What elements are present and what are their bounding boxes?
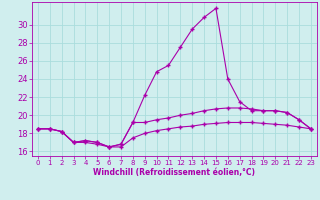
X-axis label: Windchill (Refroidissement éolien,°C): Windchill (Refroidissement éolien,°C) <box>93 168 255 177</box>
